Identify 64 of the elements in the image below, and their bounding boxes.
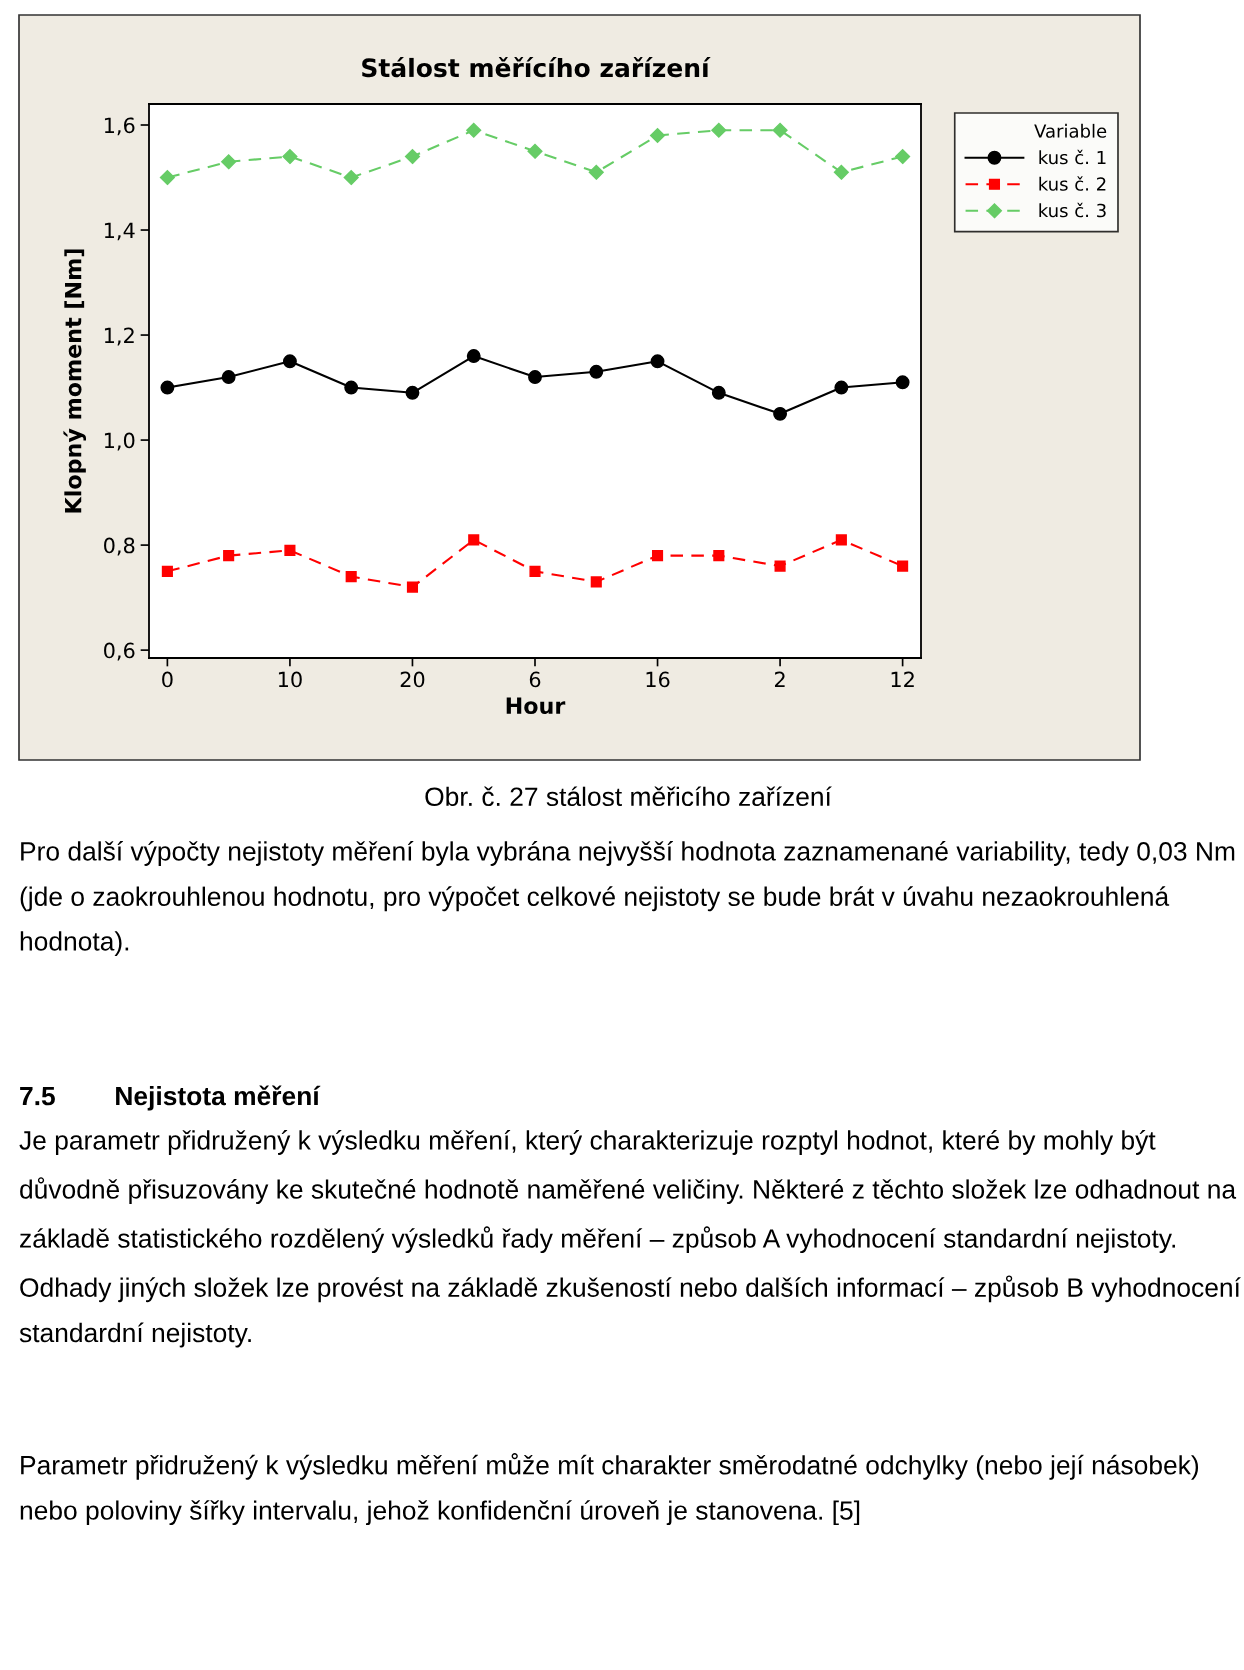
point	[466, 349, 481, 364]
y-tick-label: 0,8	[104, 537, 135, 556]
point	[345, 571, 357, 583]
y-tick-label: 1,2	[104, 327, 134, 346]
point	[223, 550, 235, 562]
x-tick-label: 16	[646, 671, 670, 688]
point	[221, 154, 237, 170]
legend-title: Variable	[1034, 123, 1107, 138]
point	[834, 380, 849, 395]
y-tick-label: 1,6	[104, 117, 135, 136]
x-tick-label: 10	[278, 671, 302, 688]
legend-label: kus č. 3	[1039, 202, 1106, 218]
point	[160, 380, 175, 395]
point	[159, 169, 175, 186]
point	[774, 560, 786, 572]
y-tick-label: 1,0	[104, 432, 135, 451]
x-tick-label: 20	[400, 671, 425, 688]
point	[344, 380, 359, 395]
y-tick-label: 1,4	[104, 222, 135, 241]
point	[343, 169, 359, 186]
point	[773, 406, 788, 421]
point	[590, 576, 602, 588]
text: Je parametr přidružený k výsledku měření, který charakterizuje rozptyl hodnot, které by mohly být důvodně přisuzovány ke skutečné hodnotě naměřené veličiny. Některé z těchto složek lze odhadnout na základě statistického rozdělený výsledků řady měření – způsob A vyhodnocení standardní nejistoty. Odhady jiných složek lze provést na základě zkušeností nebo dalších informací – způsob B vyhodnocení standardní nejistoty.	[19, 1130, 1241, 1348]
point	[404, 148, 421, 165]
point	[284, 544, 296, 556]
point	[711, 385, 726, 400]
y-axis-title: Klopný moment [Nm]	[63, 249, 87, 513]
text: 7.5 Nejistota měření	[20, 1085, 321, 1111]
x-tick-label: 6	[529, 671, 541, 688]
point	[221, 370, 236, 385]
legend-label: kus č. 2	[1039, 176, 1106, 191]
point	[897, 560, 909, 572]
point	[588, 164, 604, 180]
legend-label: kus č. 1	[1039, 149, 1106, 165]
point	[468, 534, 480, 546]
x-axis-title: Hour	[506, 697, 566, 715]
point	[895, 148, 911, 165]
point	[406, 581, 419, 593]
point	[711, 122, 727, 138]
point	[895, 375, 910, 390]
point	[713, 550, 725, 562]
point	[466, 122, 482, 138]
point	[650, 354, 665, 369]
x-tick-label: 0	[162, 671, 173, 688]
point	[649, 127, 666, 144]
point	[651, 550, 664, 562]
point	[772, 122, 788, 138]
point	[161, 565, 173, 577]
point	[833, 164, 849, 180]
point	[282, 148, 298, 165]
point	[405, 385, 420, 400]
text: Parametr přidružený k výsledku měření může mít charakter směrodatné odchylky (nebo její násobek) nebo poloviny šířky intervalu, jehož konfidenční úroveň je stanovena. [5]	[20, 1453, 1199, 1526]
point	[835, 534, 847, 546]
point	[529, 565, 541, 577]
x-tick-label: 2	[774, 671, 785, 688]
point	[589, 364, 604, 379]
point	[528, 370, 542, 385]
text: Obr. č. 27 stálost měřicího zařízení	[425, 786, 832, 807]
chart-title: Stálost měřícího zařízení	[362, 56, 711, 78]
point	[282, 354, 297, 369]
point	[527, 143, 543, 159]
x-tick-label: 12	[891, 671, 914, 688]
text: Pro další výpočty nejistoty měření byla vybrána nejvyšší hodnota zaznamenané variability, tedy 0,03 Nm (jde o zaokrouhlenou hodnotu, pro výpočet celkové nejistoty se bude brát v úvahu nezaokrouhlená hodnota).	[20, 841, 1235, 956]
y-tick-label: 0,6	[104, 642, 135, 661]
